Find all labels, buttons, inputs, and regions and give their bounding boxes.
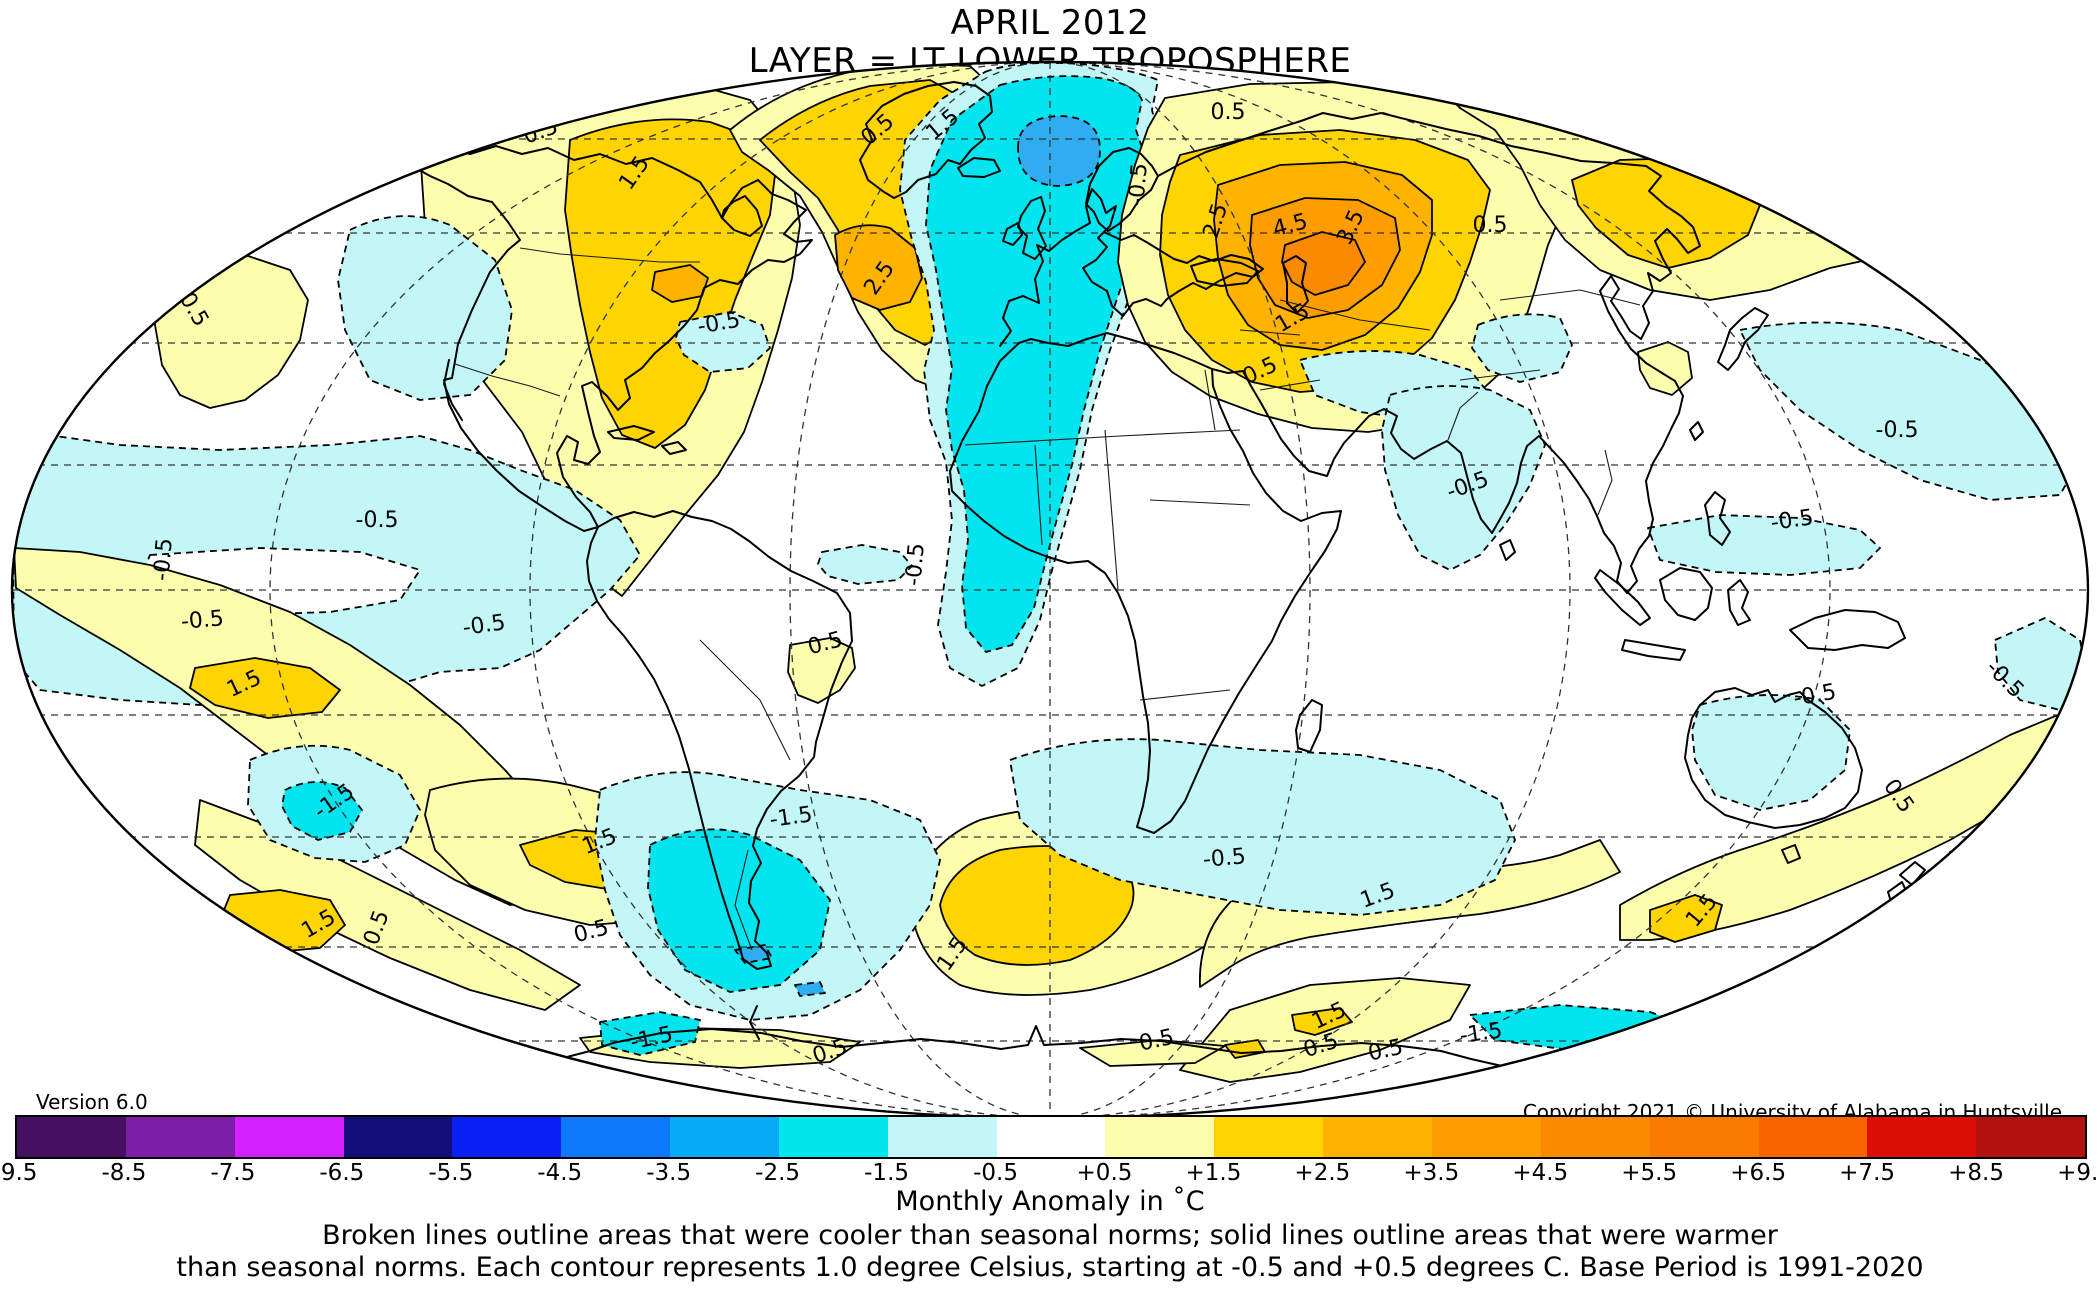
colorbar-segment-13 bbox=[1431, 1117, 1541, 1157]
colorbar-edge-label: -6.5 bbox=[319, 1160, 365, 1186]
colorbar-segment-8 bbox=[887, 1117, 997, 1157]
contour-label: -0.5 bbox=[901, 542, 930, 587]
colorbar-edge-label: -3.5 bbox=[646, 1160, 692, 1186]
colorbar-segment-7 bbox=[778, 1117, 888, 1157]
contour-label: -0.5 bbox=[1124, 162, 1153, 207]
colorbar-edge-label: -5.5 bbox=[428, 1160, 474, 1186]
colorbar-edge-label: +3.5 bbox=[1403, 1160, 1460, 1186]
colorbar-tick-labels: -9.5 -8.5 -7.5 -6.5 -5.5 -4.5 -3.5 -2.5 -1.5 -0.5… bbox=[0, 1160, 2100, 1186]
colorbar-segment-0 bbox=[17, 1117, 126, 1157]
colorbar-segment-16 bbox=[1758, 1117, 1868, 1157]
colorbar-title: Monthly Anomaly in ˚C bbox=[895, 1186, 1205, 1217]
continent-outlines bbox=[411, 81, 1926, 1078]
colorbar-segment-1 bbox=[125, 1117, 235, 1157]
colorbar-edge-label: +7.5 bbox=[1839, 1160, 1896, 1186]
colorbar-segment-4 bbox=[452, 1117, 562, 1157]
contour-label: -0.5 bbox=[1769, 505, 1815, 536]
country-borders bbox=[454, 247, 1641, 951]
colorbar-edge-label: +2.5 bbox=[1294, 1160, 1351, 1186]
colorbar-segment-2 bbox=[234, 1117, 344, 1157]
colorbar-segment-5 bbox=[561, 1117, 671, 1157]
contour-label: -0.5 bbox=[1202, 844, 1247, 873]
colorbar-edge-label: +1.5 bbox=[1185, 1160, 1242, 1186]
colorbar-edge-label: +0.5 bbox=[1076, 1160, 1133, 1186]
colorbar-edge-label: -2.5 bbox=[755, 1160, 801, 1186]
contour-label: -0.5 bbox=[1876, 418, 1919, 443]
colorbar-edge-label: -0.5 bbox=[973, 1160, 1018, 1186]
colorbar-segment-3 bbox=[343, 1117, 453, 1157]
contour-label: 0.5 bbox=[1211, 100, 1246, 125]
colorbar-edge-label: -7.5 bbox=[210, 1160, 256, 1186]
colorbar-edge-label: -9.5 bbox=[0, 1160, 38, 1186]
contour-label: -0.5 bbox=[149, 537, 178, 582]
colorbar-segment-12 bbox=[1323, 1117, 1432, 1157]
colorbar-segment-14 bbox=[1540, 1117, 1650, 1157]
colorbar-edge-label: +4.5 bbox=[1512, 1160, 1569, 1186]
colorbar-segment-15 bbox=[1649, 1117, 1759, 1157]
colorbar-edge-label: +6.5 bbox=[1730, 1160, 1787, 1186]
contour-label: -0.5 bbox=[113, 219, 145, 266]
colorbar-edge-label: +9.5 bbox=[2057, 1160, 2100, 1186]
colorbar-edge-label: +8.5 bbox=[1948, 1160, 2004, 1186]
contour-label: -0.5 bbox=[356, 508, 399, 533]
colorbar-segment-11 bbox=[1214, 1117, 1324, 1157]
contour-label: -1.5 bbox=[1458, 1018, 1504, 1049]
version-label: Version 6.0 bbox=[36, 1090, 148, 1114]
contour-label: 0.5 bbox=[1473, 213, 1508, 238]
contour-label: -0.5 bbox=[180, 606, 225, 635]
colorbar-edge-label: +5.5 bbox=[1621, 1160, 1678, 1186]
caption-line-1: Broken lines outline areas that were coo… bbox=[322, 1220, 1778, 1251]
colorbar-segment-10 bbox=[1105, 1117, 1215, 1157]
anomaly-regions bbox=[12, 62, 2088, 1083]
contour-label: -1.5 bbox=[768, 802, 814, 833]
anomaly-colorbar bbox=[15, 1115, 2087, 1159]
colorbar-segment-17 bbox=[1867, 1117, 1977, 1157]
colorbar-edge-label: -4.5 bbox=[537, 1160, 583, 1186]
title-month: APRIL 2012 bbox=[950, 3, 1150, 43]
colorbar-segment-6 bbox=[670, 1117, 779, 1157]
caption-line-2: than seasonal norms. Each contour repres… bbox=[176, 1252, 1924, 1283]
colorbar-segment-9 bbox=[996, 1117, 1106, 1157]
contour-label: -0.5 bbox=[461, 610, 507, 641]
colorbar-edge-label: -8.5 bbox=[101, 1160, 147, 1186]
colorbar-edge-label: -1.5 bbox=[864, 1160, 910, 1186]
colorbar-segment-18 bbox=[1976, 1117, 2086, 1157]
